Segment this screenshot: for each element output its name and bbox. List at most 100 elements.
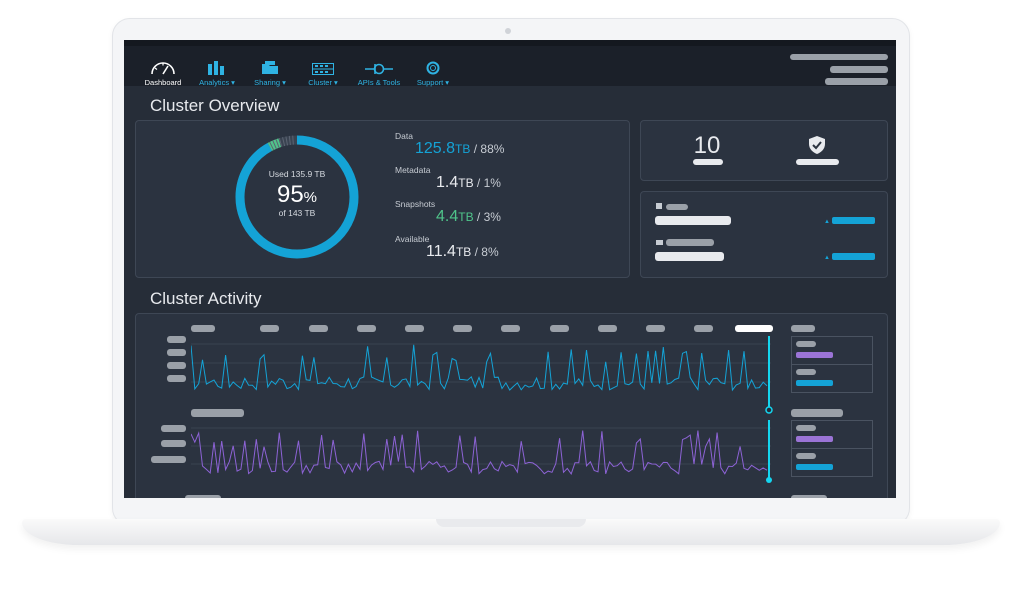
nav-sharing[interactable]: Sharing ▾ xyxy=(249,53,291,87)
stat-snapshots-value: 4.4TB / 3% xyxy=(436,208,501,226)
directories-heading xyxy=(666,239,714,246)
stat-available-number: 11.4 xyxy=(426,243,456,260)
files-metric-label xyxy=(655,216,731,225)
legend-read-label xyxy=(796,425,816,431)
user-info-line xyxy=(830,66,888,73)
activity-panel xyxy=(135,313,888,498)
y-axis-label xyxy=(167,349,186,356)
total-capacity-label: of 143 TB xyxy=(278,208,316,218)
nav-support[interactable]: Support ▾ xyxy=(412,53,454,87)
time-range-tab[interactable] xyxy=(646,325,665,332)
stat-data-number: 125.8 xyxy=(415,140,456,157)
time-range-tab[interactable] xyxy=(357,325,376,332)
files-metric-bar xyxy=(832,217,875,224)
nav-apis-tools-label: APIs & Tools xyxy=(357,78,401,87)
stat-available-percent: / 8% xyxy=(471,245,499,259)
stat-metadata-unit: TB xyxy=(458,176,474,190)
time-range-tab[interactable] xyxy=(550,325,569,332)
y-axis-label xyxy=(151,456,186,463)
legend-heading xyxy=(791,325,815,332)
top-nav-bar: Dashboard Analytics ▾ Sharing ▾ Cluster … xyxy=(124,40,896,87)
throughput-legend xyxy=(791,420,873,477)
capacity-donut xyxy=(235,135,359,259)
cluster-health-panel: 10 xyxy=(640,120,888,181)
file-icon xyxy=(656,203,662,209)
y-axis-label xyxy=(167,362,186,369)
throughput-series-line xyxy=(191,430,768,475)
nav-cluster[interactable]: Cluster ▾ xyxy=(303,53,343,87)
nav-sharing-label: Sharing xyxy=(254,78,280,87)
gauge-icon xyxy=(151,62,175,75)
time-range-tab[interactable] xyxy=(191,325,215,332)
laptop-camera xyxy=(505,28,511,34)
legend-write-bar xyxy=(796,464,833,470)
time-range-tab[interactable] xyxy=(453,325,472,332)
node-count: 10 xyxy=(693,132,721,159)
bar-chart-icon xyxy=(208,61,224,75)
legend-write-label xyxy=(796,369,816,375)
directories-metric-bar xyxy=(832,253,875,260)
user-info-line xyxy=(790,54,888,60)
stat-metadata-percent: / 1% xyxy=(473,176,501,190)
stat-available-unit: TB xyxy=(455,245,472,259)
donut-available-ticks xyxy=(269,135,294,151)
capacity-panel: Used 135.9 TB 95% of 143 TB Data 125.8TB… xyxy=(135,120,630,278)
nav-apis-tools[interactable]: APIs & Tools xyxy=(353,53,405,87)
used-percent: 95% xyxy=(232,181,362,209)
stat-data-label: Data xyxy=(395,131,413,141)
lifebuoy-icon xyxy=(426,61,440,75)
overview-title: Cluster Overview xyxy=(150,96,280,115)
up-arrow-icon: ▲ xyxy=(824,255,830,261)
time-range-tab[interactable] xyxy=(405,325,424,332)
nav-dashboard-label: Dashboard xyxy=(144,78,182,87)
nav-cluster-label: Cluster xyxy=(308,78,332,87)
health-status-caption xyxy=(796,159,839,165)
stat-data-unit: TB xyxy=(455,142,471,156)
stat-metadata-value: 1.4TB / 1% xyxy=(436,174,501,192)
folder-icon xyxy=(656,240,663,245)
legend-write-label xyxy=(796,453,816,459)
folder-share-icon xyxy=(262,61,278,74)
time-range-tab[interactable] xyxy=(501,325,520,332)
stat-snapshots-percent: / 3% xyxy=(473,210,501,224)
time-cursor-handle[interactable] xyxy=(765,406,773,414)
stat-snapshots-label: Snapshots xyxy=(395,199,436,209)
time-range-tab[interactable] xyxy=(598,325,617,332)
time-range-tab-active[interactable] xyxy=(735,325,773,332)
stat-metadata-number: 1.4 xyxy=(436,174,459,191)
legend-read-bar xyxy=(796,436,833,442)
stat-metadata-label: Metadata xyxy=(395,165,431,175)
server-rack-icon xyxy=(312,63,334,75)
iops-line-chart xyxy=(191,336,773,414)
time-range-tab[interactable] xyxy=(694,325,713,332)
iops-legend xyxy=(791,336,873,393)
time-range-tab[interactable] xyxy=(260,325,279,332)
nav-support-label: Support xyxy=(416,78,444,87)
legend-heading xyxy=(791,409,843,417)
directories-metric-label xyxy=(655,252,724,261)
throughput-line-chart xyxy=(191,420,772,483)
nav-analytics[interactable]: Analytics ▾ xyxy=(194,53,240,87)
activity-title: Cluster Activity xyxy=(150,289,262,308)
node-count-caption xyxy=(693,159,723,165)
legend-write-bar xyxy=(796,380,833,386)
legend-read-label xyxy=(796,341,816,347)
stat-available-label: Available xyxy=(395,234,430,244)
y-axis-label xyxy=(167,375,186,382)
legend-read-bar xyxy=(796,352,833,358)
api-plug-icon xyxy=(365,63,393,75)
nav-dashboard[interactable]: Dashboard xyxy=(138,53,188,87)
used-label: Used 135.9 TB xyxy=(268,169,326,179)
throughput-panel: ▲ ▲ xyxy=(640,191,888,278)
time-range-tab[interactable] xyxy=(309,325,328,332)
donut-used-arc xyxy=(235,135,359,259)
y-axis-label xyxy=(161,425,186,432)
used-percent-sign: % xyxy=(303,189,318,206)
time-cursor-handle[interactable] xyxy=(766,477,772,483)
laptop-notch xyxy=(436,519,586,527)
up-arrow-icon: ▲ xyxy=(824,219,830,225)
legend-heading xyxy=(791,495,827,498)
chart-title xyxy=(185,495,221,498)
dashboard-screen: Dashboard Analytics ▾ Sharing ▾ Cluster … xyxy=(124,40,896,498)
iops-series-line xyxy=(191,344,768,392)
